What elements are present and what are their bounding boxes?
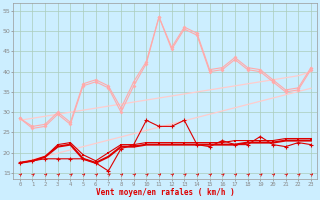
X-axis label: Vent moyen/en rafales ( km/h ): Vent moyen/en rafales ( km/h ) bbox=[96, 188, 235, 197]
